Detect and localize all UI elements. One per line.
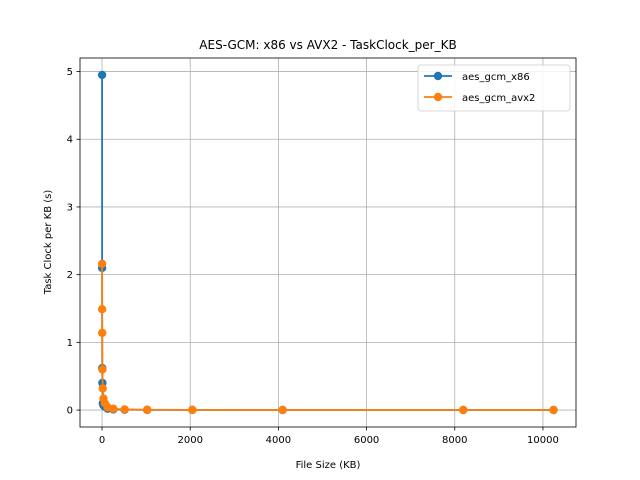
data-point — [97, 304, 107, 314]
series-aes_gcm_avx2 — [97, 259, 558, 415]
legend-marker — [433, 71, 443, 81]
data-point — [97, 70, 107, 80]
y-axis-label: Task Clock per KB (s) — [43, 190, 54, 296]
legend-box — [417, 64, 571, 112]
legend-label: aes_gcm_avx2 — [462, 93, 535, 104]
data-point — [459, 405, 468, 415]
x-tick-label: 4000 — [266, 435, 291, 446]
y-tick-label: 5 — [67, 67, 73, 78]
y-tick-label: 0 — [67, 406, 73, 417]
legend-label: aes_gcm_x86 — [462, 72, 530, 83]
x-tick-label: 0 — [99, 435, 105, 446]
data-point — [109, 404, 118, 413]
x-tick-label: 10000 — [527, 435, 559, 446]
data-point — [98, 328, 107, 338]
y-tick-label: 2 — [67, 270, 73, 281]
legend: aes_gcm_x86 aes_gcm_avx2 — [417, 64, 571, 112]
chart-title: AES-GCM: x86 vs AVX2 - TaskClock_per_KB — [199, 38, 456, 52]
y-tick-label: 4 — [67, 135, 73, 146]
data-point — [98, 365, 107, 374]
legend-item: aes_gcm_x86 — [424, 71, 530, 83]
data-point — [98, 384, 107, 393]
data-point — [120, 405, 129, 414]
x-tick-label: 6000 — [354, 435, 379, 446]
x-tick-label: 2000 — [177, 435, 202, 446]
data-point — [142, 405, 152, 414]
y-tick-label: 1 — [67, 338, 73, 349]
x-axis-label: File Size (KB) — [296, 460, 361, 471]
data-point — [278, 405, 287, 415]
data-point — [188, 405, 197, 415]
data-point — [97, 259, 107, 269]
x-tick-label: 8000 — [442, 435, 467, 446]
legend-item: aes_gcm_avx2 — [424, 92, 535, 104]
data-point — [549, 405, 558, 415]
plot-frame — [79, 57, 577, 428]
series-layer — [97, 70, 558, 415]
grid — [80, 58, 576, 427]
y-tick-label: 3 — [67, 202, 73, 213]
legend-marker — [433, 92, 443, 102]
ticks: 0 2000 4000 6000 8000 10000 0 1 2 3 4 5 — [67, 67, 559, 446]
